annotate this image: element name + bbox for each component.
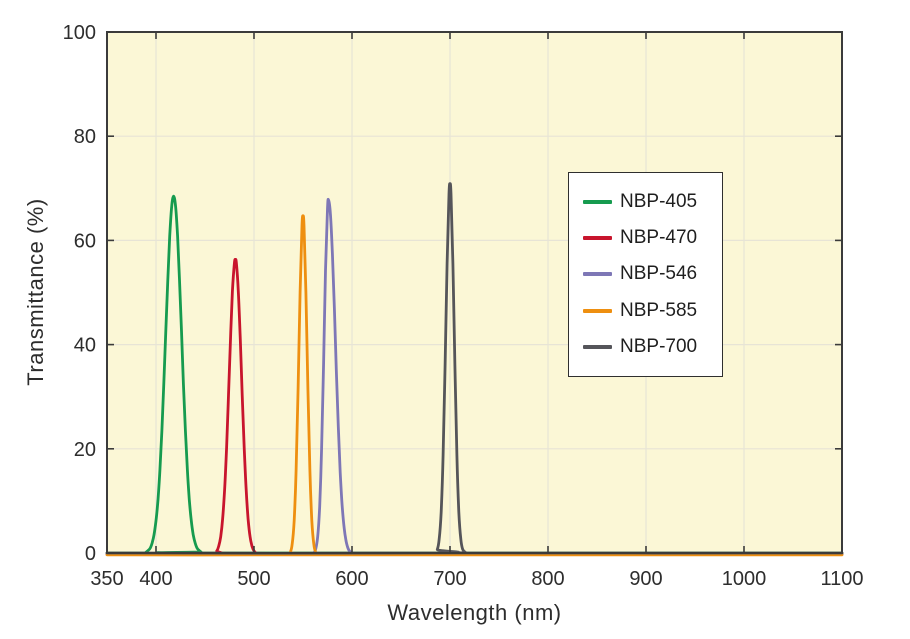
axes-border [106, 31, 843, 554]
x-tick-label: 800 [531, 568, 564, 590]
legend-item-nbp-585: NBP-585 [583, 300, 722, 322]
y-tick-label: 40 [74, 335, 96, 357]
y-tick-label: 100 [63, 22, 96, 44]
x-tick-label: 600 [335, 568, 368, 590]
legend-color-swatch [583, 200, 612, 205]
legend-label: NBP-585 [620, 299, 698, 321]
x-tick-label: 400 [139, 568, 172, 590]
y-tick-label: 80 [74, 126, 96, 148]
legend-label: NBP-546 [620, 263, 698, 285]
legend-item-nbp-546: NBP-546 [583, 263, 722, 285]
x-tick-label: 900 [629, 568, 662, 590]
legend-item-nbp-470: NBP-470 [583, 227, 722, 249]
x-tick-label: 500 [237, 568, 270, 590]
x-axis-title: Wavelength (nm) [387, 600, 562, 625]
legend-color-swatch [583, 236, 612, 241]
legend-color-swatch [583, 272, 612, 277]
x-tick-label: 1100 [820, 568, 863, 590]
y-tick-label: 60 [74, 230, 96, 252]
y-tick-label: 20 [74, 439, 96, 461]
x-tick-label: 700 [433, 568, 466, 590]
legend-item-nbp-405: NBP-405 [583, 191, 722, 213]
x-tick-label: 350 [90, 568, 123, 590]
legend-label: NBP-470 [620, 227, 698, 249]
filter-curve-nbp-405 [105, 194, 844, 555]
y-tick-label: 0 [85, 543, 96, 565]
x-tick-label: 1000 [722, 568, 767, 590]
legend-item-nbp-700: NBP-700 [583, 336, 722, 358]
legend-label: NBP-700 [620, 335, 698, 357]
legend: NBP-405 NBP-470 NBP-546 NBP-585 NBP-700 [568, 172, 723, 377]
plot-background [107, 32, 842, 553]
legend-color-swatch [583, 344, 612, 349]
y-axis-title: Transmittance (%) [23, 198, 48, 386]
legend-color-swatch [583, 308, 612, 313]
legend-label: NBP-405 [620, 191, 698, 213]
